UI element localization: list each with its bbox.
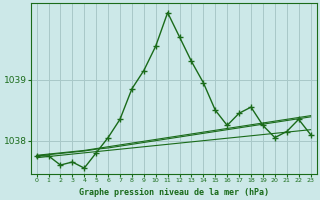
X-axis label: Graphe pression niveau de la mer (hPa): Graphe pression niveau de la mer (hPa) xyxy=(79,188,268,197)
